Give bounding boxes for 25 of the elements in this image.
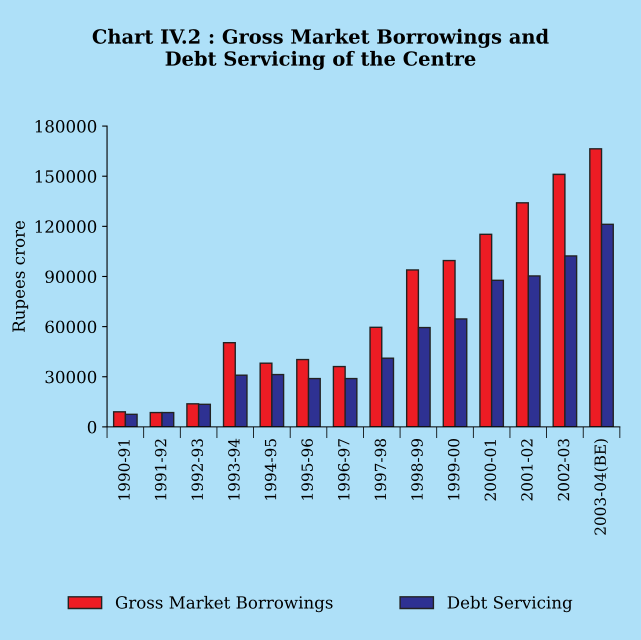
y-tick-label: 60000: [45, 320, 96, 334]
x-tick-label: 1993-94: [228, 438, 240, 500]
x-tick-label: 2000-01: [484, 440, 496, 500]
y-tick-label: 180000: [36, 120, 96, 133]
x-tick-label: 1990-91: [118, 440, 130, 500]
x-tick-label: 1996-97: [338, 439, 350, 500]
y-tick-label: 150000: [36, 170, 96, 183]
x-tick-label: 2003-04(BE): [594, 439, 608, 535]
x-tick-label: 1998-99: [411, 439, 423, 500]
y-tick-label: 30000: [46, 370, 96, 384]
x-tick-label: 2002-03: [558, 439, 570, 500]
x-tick-label: 1995-96: [301, 438, 313, 500]
x-tick-label: 2001-02: [521, 439, 533, 500]
y-tick-label: 90000: [45, 270, 96, 284]
chart-title: Chart IV.2 : Gross Market Borrowings and Debt Servicing of the Centre: [92, 28, 549, 70]
y-axis-title: Rupees crore: [12, 220, 28, 332]
x-tick-label: 1997-98: [374, 439, 386, 500]
x-tick-label: 1992-93: [191, 439, 204, 500]
x-tick-label: 1994-95: [264, 439, 276, 500]
x-tick-label: 1991-92: [154, 439, 166, 500]
y-tick-label: 120000: [36, 220, 96, 233]
legend-label: Debt Servicing: [448, 596, 572, 612]
x-tick-label: 1999-00: [448, 439, 460, 500]
y-tick-label: 0: [88, 420, 96, 434]
legend-label: Gross Market Borrowings: [116, 596, 333, 612]
